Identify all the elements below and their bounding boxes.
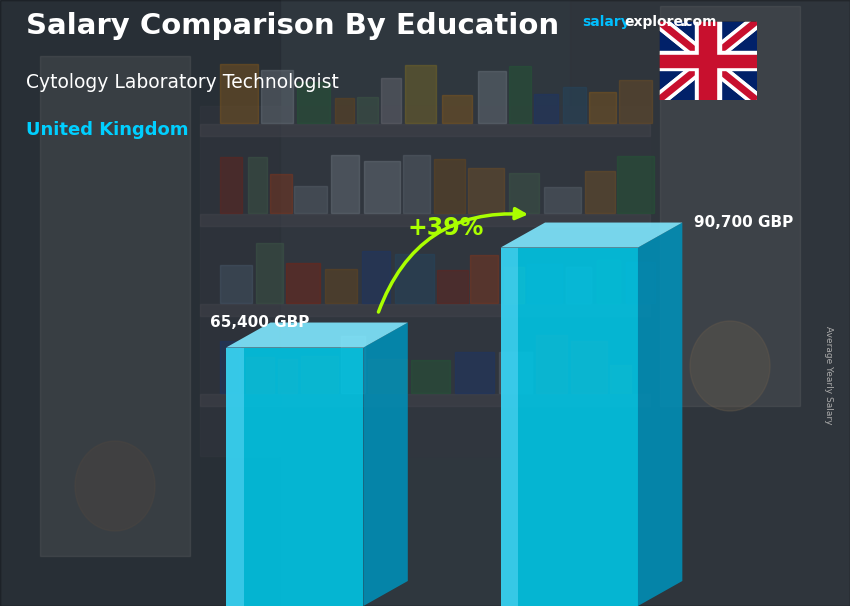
- Text: explorer: explorer: [625, 15, 690, 29]
- Bar: [536, 335, 567, 393]
- Bar: [200, 394, 650, 406]
- Bar: [499, 351, 532, 393]
- Bar: [220, 64, 258, 123]
- Bar: [200, 304, 650, 316]
- Bar: [694, 21, 721, 100]
- Ellipse shape: [690, 321, 770, 411]
- Bar: [368, 359, 407, 393]
- Text: Average Yearly Salary: Average Yearly Salary: [824, 327, 833, 425]
- Bar: [509, 173, 539, 213]
- Bar: [200, 214, 650, 226]
- Bar: [226, 347, 364, 606]
- Text: 65,400 GBP: 65,400 GBP: [210, 315, 309, 330]
- Polygon shape: [226, 322, 408, 347]
- Bar: [620, 80, 652, 123]
- Text: Cytology Laboratory Technologist: Cytology Laboratory Technologist: [26, 73, 338, 92]
- Text: Salary Comparison By Education: Salary Comparison By Education: [26, 12, 558, 40]
- Bar: [501, 247, 638, 606]
- Bar: [566, 267, 591, 303]
- Bar: [534, 94, 558, 123]
- Bar: [589, 92, 616, 123]
- Ellipse shape: [75, 441, 155, 531]
- Bar: [394, 254, 434, 303]
- Bar: [200, 124, 650, 136]
- Bar: [325, 269, 357, 303]
- Bar: [362, 251, 389, 303]
- Bar: [0, 0, 280, 606]
- Bar: [364, 161, 400, 213]
- Text: United Kingdom: United Kingdom: [26, 121, 188, 139]
- Bar: [294, 185, 327, 213]
- Bar: [509, 66, 531, 123]
- Bar: [626, 262, 655, 303]
- Polygon shape: [501, 222, 683, 247]
- Polygon shape: [638, 222, 683, 606]
- Bar: [570, 341, 607, 393]
- Bar: [40, 56, 190, 556]
- Bar: [411, 360, 450, 393]
- Bar: [437, 270, 468, 303]
- Bar: [200, 106, 650, 456]
- Bar: [220, 265, 252, 303]
- Bar: [456, 352, 494, 393]
- Bar: [403, 155, 429, 213]
- Bar: [341, 336, 365, 393]
- Bar: [248, 158, 267, 213]
- Bar: [570, 0, 850, 606]
- Bar: [297, 82, 330, 123]
- Bar: [220, 158, 242, 213]
- Bar: [597, 260, 620, 303]
- Bar: [503, 267, 524, 303]
- Bar: [527, 264, 563, 303]
- Text: salary: salary: [582, 15, 630, 29]
- Bar: [246, 357, 274, 393]
- Text: 90,700 GBP: 90,700 GBP: [694, 215, 794, 230]
- Bar: [470, 255, 498, 303]
- Bar: [609, 365, 631, 393]
- Bar: [659, 51, 756, 70]
- Bar: [468, 168, 504, 213]
- Bar: [270, 174, 292, 213]
- Bar: [563, 87, 586, 123]
- Bar: [434, 159, 465, 213]
- Bar: [301, 356, 338, 393]
- Bar: [286, 263, 320, 303]
- Bar: [220, 341, 240, 393]
- Text: +39%: +39%: [408, 216, 484, 240]
- Bar: [256, 244, 283, 303]
- Text: .com: .com: [680, 15, 717, 29]
- Bar: [659, 55, 756, 67]
- Bar: [660, 6, 800, 406]
- Bar: [478, 71, 506, 123]
- Bar: [278, 359, 297, 393]
- Bar: [357, 97, 378, 123]
- Bar: [405, 65, 436, 123]
- Bar: [442, 96, 472, 123]
- Bar: [226, 347, 244, 606]
- Bar: [382, 78, 401, 123]
- Bar: [544, 187, 581, 213]
- Bar: [336, 98, 354, 123]
- Bar: [501, 247, 518, 606]
- Polygon shape: [364, 322, 408, 606]
- Bar: [331, 155, 360, 213]
- Bar: [700, 21, 716, 100]
- Bar: [261, 70, 293, 123]
- Bar: [585, 171, 615, 213]
- Bar: [617, 156, 654, 213]
